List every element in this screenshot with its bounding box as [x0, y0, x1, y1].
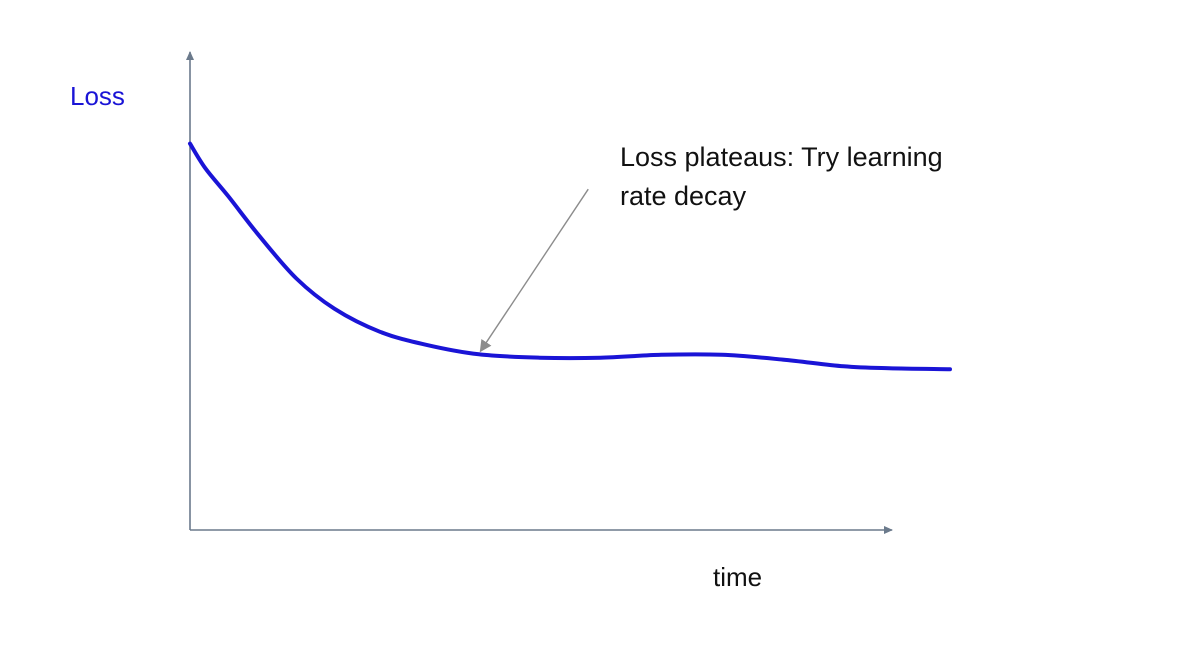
x-axis-label: time: [713, 562, 762, 592]
annotation-arrow: [480, 189, 588, 351]
loss-curve-line: [190, 144, 950, 370]
y-axis-label: Loss: [70, 81, 125, 111]
annotation-text-line-1: Loss plateaus: Try learning: [620, 142, 943, 172]
annotation-text-line-2: rate decay: [620, 181, 747, 211]
